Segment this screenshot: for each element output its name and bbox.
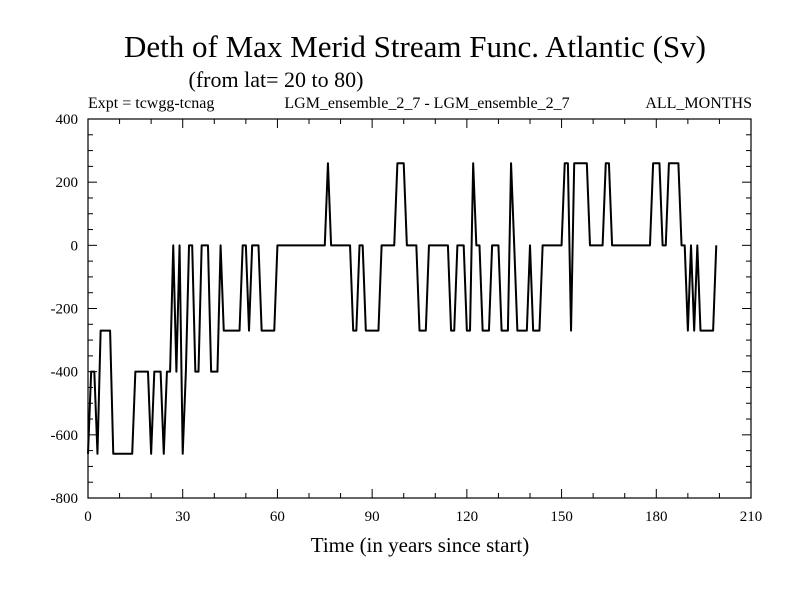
x-tick-label: 0 <box>84 509 92 525</box>
chart-title: Deth of Max Merid Stream Func. Atlantic … <box>124 29 706 64</box>
x-tick-label: 150 <box>550 509 573 525</box>
chart-subtitle: (from lat= 20 to 80) <box>189 67 364 92</box>
y-tick-label: 400 <box>56 112 79 128</box>
months-label: ALL_MONTHS <box>645 95 752 112</box>
x-tick-label: 30 <box>175 509 190 525</box>
y-tick-label: 0 <box>71 238 79 254</box>
x-tick-label: 60 <box>270 509 285 525</box>
expt-label: Expt = tcwgg-tcnag <box>88 95 214 112</box>
ensemble-label: LGM_ensemble_2_7 - LGM_ensemble_2_7 <box>284 95 569 112</box>
x-axis-label: Time (in years since start) <box>311 533 530 557</box>
y-tick-label: -400 <box>51 365 79 381</box>
x-tick-label: 90 <box>365 509 380 525</box>
axis-ticks <box>87 118 752 499</box>
axis-tick-labels: 0 30 60 90 120 150 180 210 400 200 0 -200 -400 -600 -8… <box>51 112 763 525</box>
x-tick-label: 120 <box>456 509 479 525</box>
series-line-depth <box>87 162 718 455</box>
y-tick-label: -600 <box>51 428 79 444</box>
x-tick-label: 210 <box>740 509 763 525</box>
y-tick-label: -200 <box>51 302 79 318</box>
y-tick-label: 200 <box>56 175 79 191</box>
y-tick-label: -800 <box>51 491 79 507</box>
x-tick-label: 180 <box>645 509 668 525</box>
